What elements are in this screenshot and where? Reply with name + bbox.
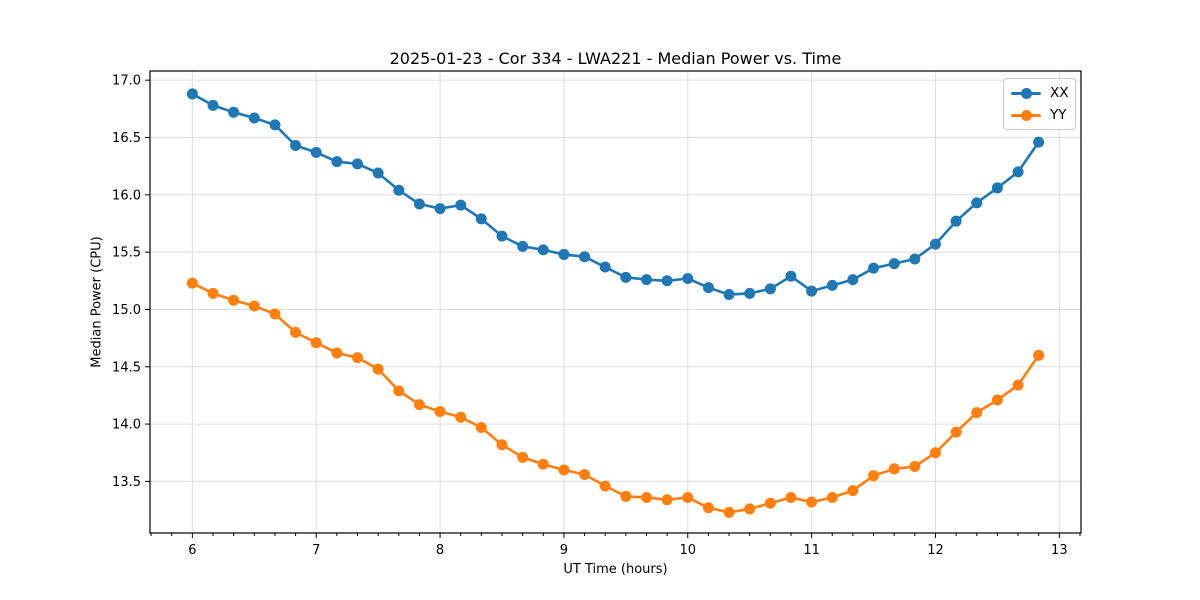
svg-text:11: 11 — [803, 543, 820, 558]
legend-label-yy: YY — [1050, 107, 1067, 123]
x-axis-label: UT Time (hours) — [563, 562, 668, 577]
svg-text:14.0: 14.0 — [112, 418, 141, 433]
svg-text:13.5: 13.5 — [112, 475, 141, 490]
svg-text:7: 7 — [312, 543, 320, 558]
svg-text:15.5: 15.5 — [112, 246, 141, 261]
legend-sample-yy-icon — [1011, 109, 1041, 121]
svg-text:10: 10 — [679, 543, 696, 558]
svg-text:8: 8 — [436, 543, 444, 558]
y-axis-label: Median Power (CPU) — [89, 236, 105, 368]
gridlines — [150, 71, 1081, 533]
legend: XX YY — [1003, 78, 1076, 130]
svg-text:13: 13 — [1051, 543, 1068, 558]
series-xx — [186, 88, 1045, 301]
svg-text:12: 12 — [927, 543, 944, 558]
svg-text:17.0: 17.0 — [112, 74, 141, 89]
legend-item-xx: XX — [1011, 85, 1069, 101]
svg-text:16.0: 16.0 — [112, 188, 141, 203]
plot-border — [149, 70, 1082, 534]
svg-text:14.5: 14.5 — [112, 360, 141, 375]
series-yy — [186, 277, 1045, 518]
svg-text:6: 6 — [188, 543, 196, 558]
tick-labels: 6 7 8 9 10 11 12 13 13.5 14.0 14.5 15.0 15.5 16.0 16.5… — [112, 74, 1068, 558]
svg-text:15.0: 15.0 — [112, 303, 141, 318]
chart-title: 2025-01-23 - Cor 334 - LWA221 - Median P… — [389, 49, 842, 68]
svg-text:16.5: 16.5 — [112, 131, 141, 146]
legend-label-xx: XX — [1050, 85, 1069, 101]
svg-text:9: 9 — [560, 543, 568, 558]
tick-marks — [145, 79, 1081, 538]
legend-sample-xx-icon — [1011, 87, 1041, 99]
legend-item-yy: YY — [1011, 107, 1067, 123]
